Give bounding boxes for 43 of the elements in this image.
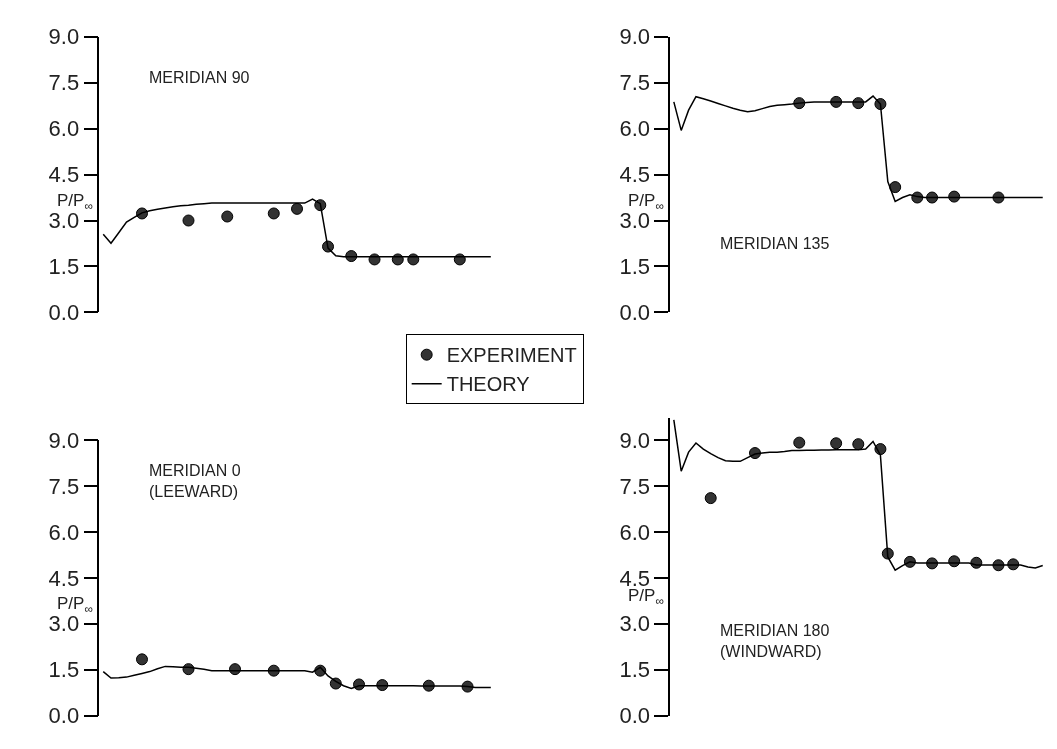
y-tick-label: 1.5 <box>619 657 650 683</box>
y-tick-label: 7.5 <box>48 70 80 96</box>
y-tick-label: 6.0 <box>48 116 80 142</box>
point <box>221 210 234 223</box>
point <box>852 438 865 451</box>
point <box>830 437 843 450</box>
y-tick-label: 9.0 <box>48 24 80 50</box>
point <box>267 207 280 220</box>
y-tick-label: 7.5 <box>619 70 650 96</box>
y-tick-label: 0.0 <box>48 703 80 729</box>
text: MERIDIAN 180 (WINDWARD) <box>720 622 830 660</box>
y-axis-title: P/P$_{∞}$ <box>628 586 664 608</box>
y-tick-label: 7.5 <box>48 473 80 499</box>
point <box>291 202 304 215</box>
y-tick-label: 0.0 <box>619 300 650 326</box>
line-series <box>673 419 1044 571</box>
point <box>135 653 148 666</box>
y-tick-label: 9.0 <box>48 427 80 453</box>
point <box>793 436 806 449</box>
y-tick-label: 6.0 <box>619 519 650 545</box>
y-tick-label: 4.5 <box>48 565 80 591</box>
point <box>182 214 195 227</box>
y-tick-label: 3.0 <box>619 611 650 637</box>
y-tick-label: 1.5 <box>48 657 80 683</box>
y-tick-label: 0.0 <box>619 703 650 729</box>
y-tick-label: 4.5 <box>48 162 80 188</box>
y-tick-label: 6.0 <box>48 519 80 545</box>
text: MERIDIAN 135 <box>720 235 830 252</box>
y-tick-label: 1.5 <box>48 254 80 280</box>
point <box>889 181 902 194</box>
y-tick-label: 9.0 <box>619 427 650 453</box>
text: MERIDIAN 0 (LEEWARD) <box>149 462 241 500</box>
legend-label: THEORY <box>446 373 530 396</box>
y-tick-label: 0.0 <box>48 300 80 326</box>
y-tick-label: 9.0 <box>619 24 650 50</box>
y-tick-label: 4.5 <box>619 162 650 188</box>
y-tick-label: 1.5 <box>619 254 650 280</box>
legend-label: EXPERIMENT <box>446 344 577 367</box>
y-tick-label: 6.0 <box>619 116 650 142</box>
y-tick-label: 7.5 <box>619 473 650 499</box>
line-series <box>673 95 1044 203</box>
text: MERIDIAN 90 <box>149 69 250 86</box>
point <box>704 492 717 505</box>
